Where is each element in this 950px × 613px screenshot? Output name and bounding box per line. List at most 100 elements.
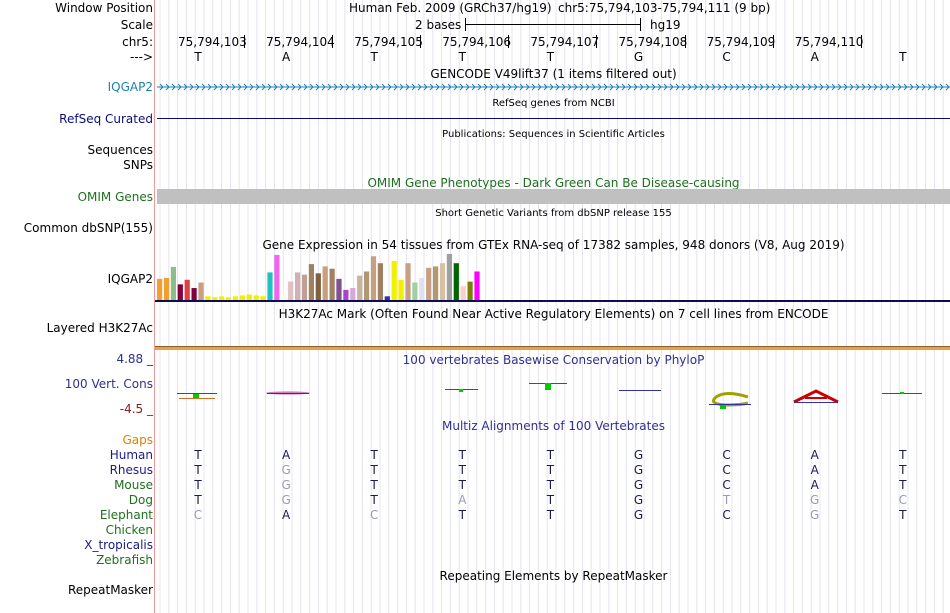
sequence-base: T (458, 50, 466, 64)
sequence-base: A (810, 50, 819, 64)
strand-chevron (789, 83, 794, 91)
h3k27ac-label[interactable]: Layered H3K27Ac (46, 321, 153, 335)
species-label[interactable]: Elephant (99, 508, 153, 522)
repeatmasker-track-title[interactable]: Repeating Elements by RepeatMasker (439, 569, 668, 583)
gtex-expression-chart[interactable] (155, 254, 535, 300)
species-label[interactable]: Rhesus (109, 463, 153, 477)
strand-chevron (249, 83, 254, 91)
strand-chevron (891, 83, 896, 91)
gencode-gene-feature[interactable] (157, 80, 950, 94)
strand-chevron (813, 83, 818, 91)
gene-label-iqgap2[interactable]: IQGAP2 (107, 80, 153, 94)
repeatmasker-label[interactable]: RepeatMasker (67, 583, 153, 597)
strand-chevron (711, 83, 716, 91)
gtex-tissue-bar (446, 254, 452, 300)
alignment-base: A (810, 448, 819, 462)
strand-chevron (543, 83, 548, 91)
alignment-base: T (458, 448, 466, 462)
gtex-tissue-bar (219, 296, 225, 300)
coordinate-tick (860, 35, 862, 48)
strand-chevron (759, 83, 764, 91)
alignment-base: T (899, 508, 907, 522)
omim-feature-bar[interactable] (157, 189, 950, 204)
strand-chevron (219, 83, 224, 91)
h3k27ac-signal[interactable] (155, 346, 950, 350)
dbsnp-track-title[interactable]: Short Genetic Variants from dbSNP releas… (435, 208, 672, 219)
phylop-track-title[interactable]: 100 vertebrates Basewise Conservation by… (402, 353, 705, 367)
strand-chevron (933, 83, 938, 91)
strand-chevron (255, 83, 260, 91)
species-label[interactable]: Human (109, 448, 153, 462)
alignment-base: G (281, 478, 291, 492)
gtex-tissue-bar (308, 264, 314, 300)
strand-chevron (531, 83, 536, 91)
gaps-label[interactable]: Gaps (122, 433, 153, 447)
gtex-track-title[interactable]: Gene Expression in 54 tissues from GTEx … (262, 238, 845, 252)
gtex-tissue-bar (226, 297, 232, 300)
strand-chevron (441, 83, 446, 91)
strand-chevron (699, 83, 704, 91)
h3k27ac-track-title[interactable]: H3K27Ac Mark (Often Found Near Active Re… (278, 307, 829, 321)
alignment-base: T (899, 448, 907, 462)
alignment-base: C (369, 508, 379, 522)
strand-chevron (303, 83, 308, 91)
gtex-baseline (155, 300, 950, 302)
strand-chevron (717, 83, 722, 91)
strand-chevron (471, 83, 476, 91)
strand-chevron (171, 83, 176, 91)
dbsnp-label[interactable]: Common dbSNP(155) (23, 221, 153, 235)
species-label[interactable]: Mouse (114, 478, 153, 492)
strand-chevron (489, 83, 494, 91)
alignment-base: G (281, 463, 291, 477)
refseq-gene-line[interactable] (157, 118, 950, 119)
gencode-track-title[interactable]: GENCODE V49lift37 (1 items filtered out) (430, 67, 677, 81)
strand-chevron (723, 83, 728, 91)
alignment-base: T (546, 448, 555, 462)
alignment-base: T (458, 463, 466, 477)
strand-chevron (291, 83, 296, 91)
gtex-tissue-bar (350, 288, 356, 300)
conservation-label[interactable]: 100 Vert. Cons (64, 377, 153, 391)
strand-chevron (741, 83, 746, 91)
strand-chevron (579, 83, 584, 91)
gtex-tissue-bar (343, 289, 349, 300)
chromosome-label: chr5: (122, 35, 153, 49)
species-label[interactable]: Dog (128, 493, 153, 507)
strand-chevron (939, 83, 944, 91)
alignment-base: A (458, 493, 467, 507)
coordinate-tick-label: 75,794,105 (354, 35, 423, 49)
publications-track-title[interactable]: Publications: Sequences in Scientific Ar… (442, 129, 665, 140)
multiz-track-title[interactable]: Multiz Alignments of 100 Vertebrates (441, 419, 666, 433)
alignment-base: G (281, 493, 291, 507)
gtex-tissue-bar (212, 297, 218, 300)
species-label[interactable]: X_tropicalis (84, 538, 153, 552)
strand-chevron (687, 83, 692, 91)
snps-label[interactable]: SNPs (123, 158, 153, 172)
gtex-tissue-bar (177, 284, 183, 300)
alignment-base: T (546, 463, 555, 477)
alignment-base: C (898, 493, 907, 507)
refseq-track-title[interactable]: RefSeq genes from NCBI (492, 98, 615, 109)
gtex-tissue-bar (288, 281, 294, 300)
species-label[interactable]: Zebrafish (96, 553, 153, 567)
alignment-base: G (633, 493, 644, 507)
strand-chevron (411, 83, 416, 91)
strand-chevron (855, 83, 860, 91)
alignment-base: G (633, 508, 644, 522)
sequence-base: T (194, 50, 202, 64)
strand-chevron (567, 83, 572, 91)
conservation-logo[interactable] (157, 378, 950, 412)
strand-chevron (915, 83, 920, 91)
strand-chevron (315, 83, 320, 91)
strand-chevron (909, 83, 914, 91)
gtex-gene-label[interactable]: IQGAP2 (107, 272, 153, 286)
strand-chevron (795, 83, 800, 91)
sequences-label[interactable]: Sequences (87, 143, 153, 157)
refseq-curated-label[interactable]: RefSeq Curated (59, 112, 153, 126)
omim-genes-label[interactable]: OMIM Genes (77, 190, 153, 204)
strand-chevron (603, 83, 608, 91)
gtex-tissue-bar (405, 263, 411, 300)
species-label[interactable]: Chicken (105, 523, 153, 537)
strand-chevron (609, 83, 614, 91)
omim-track-title[interactable]: OMIM Gene Phenotypes - Dark Green Can Be… (367, 176, 740, 190)
